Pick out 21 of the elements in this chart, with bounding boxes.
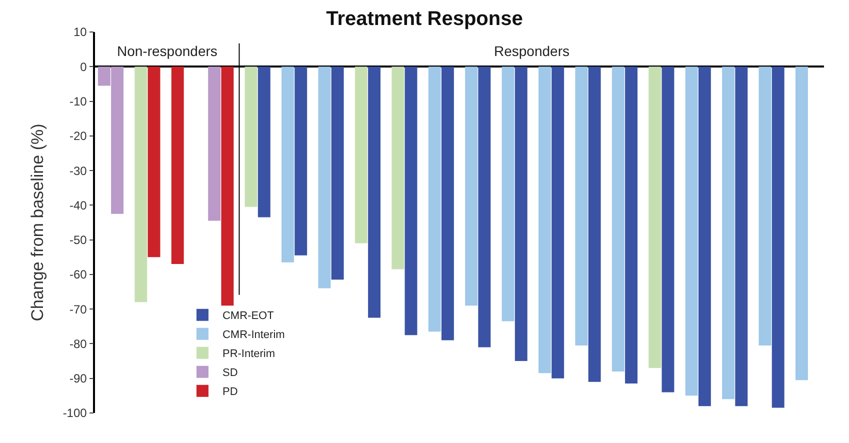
legend-label: PD — [222, 386, 238, 398]
legend-label: SD — [222, 367, 238, 380]
chart-title: Treatment Response — [326, 8, 523, 30]
y-tick-label: -10 — [70, 94, 88, 108]
annotation: Non-responders — [117, 43, 218, 59]
y-tick-label: -80 — [70, 336, 88, 351]
y-tick-label: 10 — [73, 25, 88, 40]
y-tick-label: -40 — [70, 198, 88, 212]
y-axis-title: Change from baseline (%) — [28, 124, 47, 322]
y-tick-label: -20 — [70, 129, 88, 144]
y-tick-label: -70 — [70, 302, 88, 316]
y-tick-label: -50 — [70, 233, 88, 248]
y-tick-label: -90 — [70, 372, 88, 386]
y-tick-label: -60 — [70, 268, 88, 282]
legend-label: CMR-EOT — [222, 310, 274, 322]
y-tick-label: -100 — [62, 406, 88, 420]
annotation: Responders — [494, 43, 570, 59]
legend-label: CMR-Interim — [222, 329, 285, 342]
y-tick-label: -30 — [70, 164, 88, 178]
legend-label: PR-Interim — [222, 348, 276, 360]
y-tick-label: 0 — [80, 60, 88, 74]
